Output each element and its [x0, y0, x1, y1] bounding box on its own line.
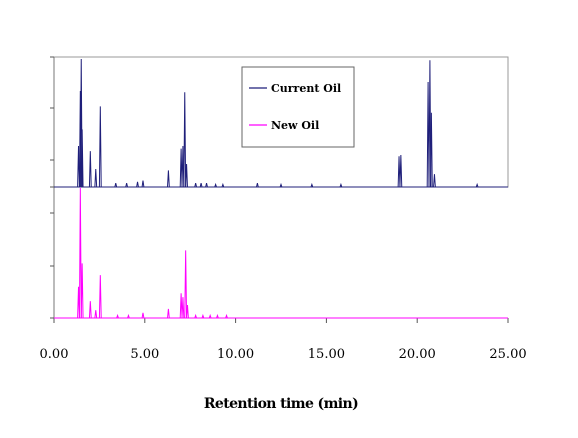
x-tick-label: 15.00 [308, 347, 345, 362]
peak [114, 183, 118, 188]
x-tick-label: 5.00 [130, 347, 159, 362]
x-axis-tick-labels: 0.00 5.00 10.00 15.00 20.00 25.00 [40, 347, 527, 362]
series-current-oil [54, 58, 508, 188]
peak [181, 297, 185, 319]
peak [136, 181, 139, 188]
legend: Current Oil New Oil [241, 66, 355, 148]
peak [127, 313, 130, 319]
peak [426, 82, 430, 188]
y-axis-ticks [50, 56, 54, 319]
peak [98, 106, 102, 188]
peak [80, 263, 84, 319]
peak [205, 183, 208, 188]
peak [179, 148, 183, 188]
peak [208, 313, 212, 319]
peak [310, 182, 314, 188]
peak [183, 92, 187, 188]
peak [433, 174, 436, 188]
peak [88, 151, 92, 188]
peak [194, 183, 198, 188]
peak [186, 304, 189, 319]
x-axis-ticks [53, 318, 509, 323]
peak [216, 313, 219, 319]
peak [141, 180, 145, 188]
peak [167, 170, 170, 188]
peak [279, 182, 283, 188]
peak [94, 310, 98, 319]
peak [88, 301, 92, 319]
peak [80, 129, 84, 188]
peak [94, 169, 98, 188]
peak [397, 156, 401, 188]
peak [194, 313, 198, 319]
peak [201, 313, 205, 319]
x-axis-label: Retention time (min) [204, 396, 358, 412]
legend-box [241, 66, 355, 148]
peak [125, 183, 129, 188]
peak [475, 182, 479, 188]
series-new-oil [54, 187, 508, 319]
peak [98, 275, 102, 319]
peak [179, 293, 183, 319]
peak [167, 308, 170, 319]
peak [185, 163, 188, 188]
peak [429, 112, 433, 188]
x-tick-label: 0.00 [40, 347, 69, 362]
x-tick-label: 10.00 [217, 347, 254, 362]
peak [225, 313, 228, 319]
x-tick-label: 20.00 [399, 347, 436, 362]
peak [116, 313, 119, 319]
peak [78, 187, 82, 319]
peak [141, 312, 145, 319]
peak [221, 182, 225, 188]
peak [214, 182, 217, 188]
peak [199, 183, 203, 188]
peak [256, 183, 259, 188]
x-tick-label: 25.00 [489, 347, 526, 362]
legend-label-new-oil: New Oil [271, 119, 319, 132]
legend-label-current-oil: Current Oil [271, 82, 341, 95]
peak [184, 250, 188, 319]
peak [339, 182, 343, 188]
peak [399, 154, 403, 188]
